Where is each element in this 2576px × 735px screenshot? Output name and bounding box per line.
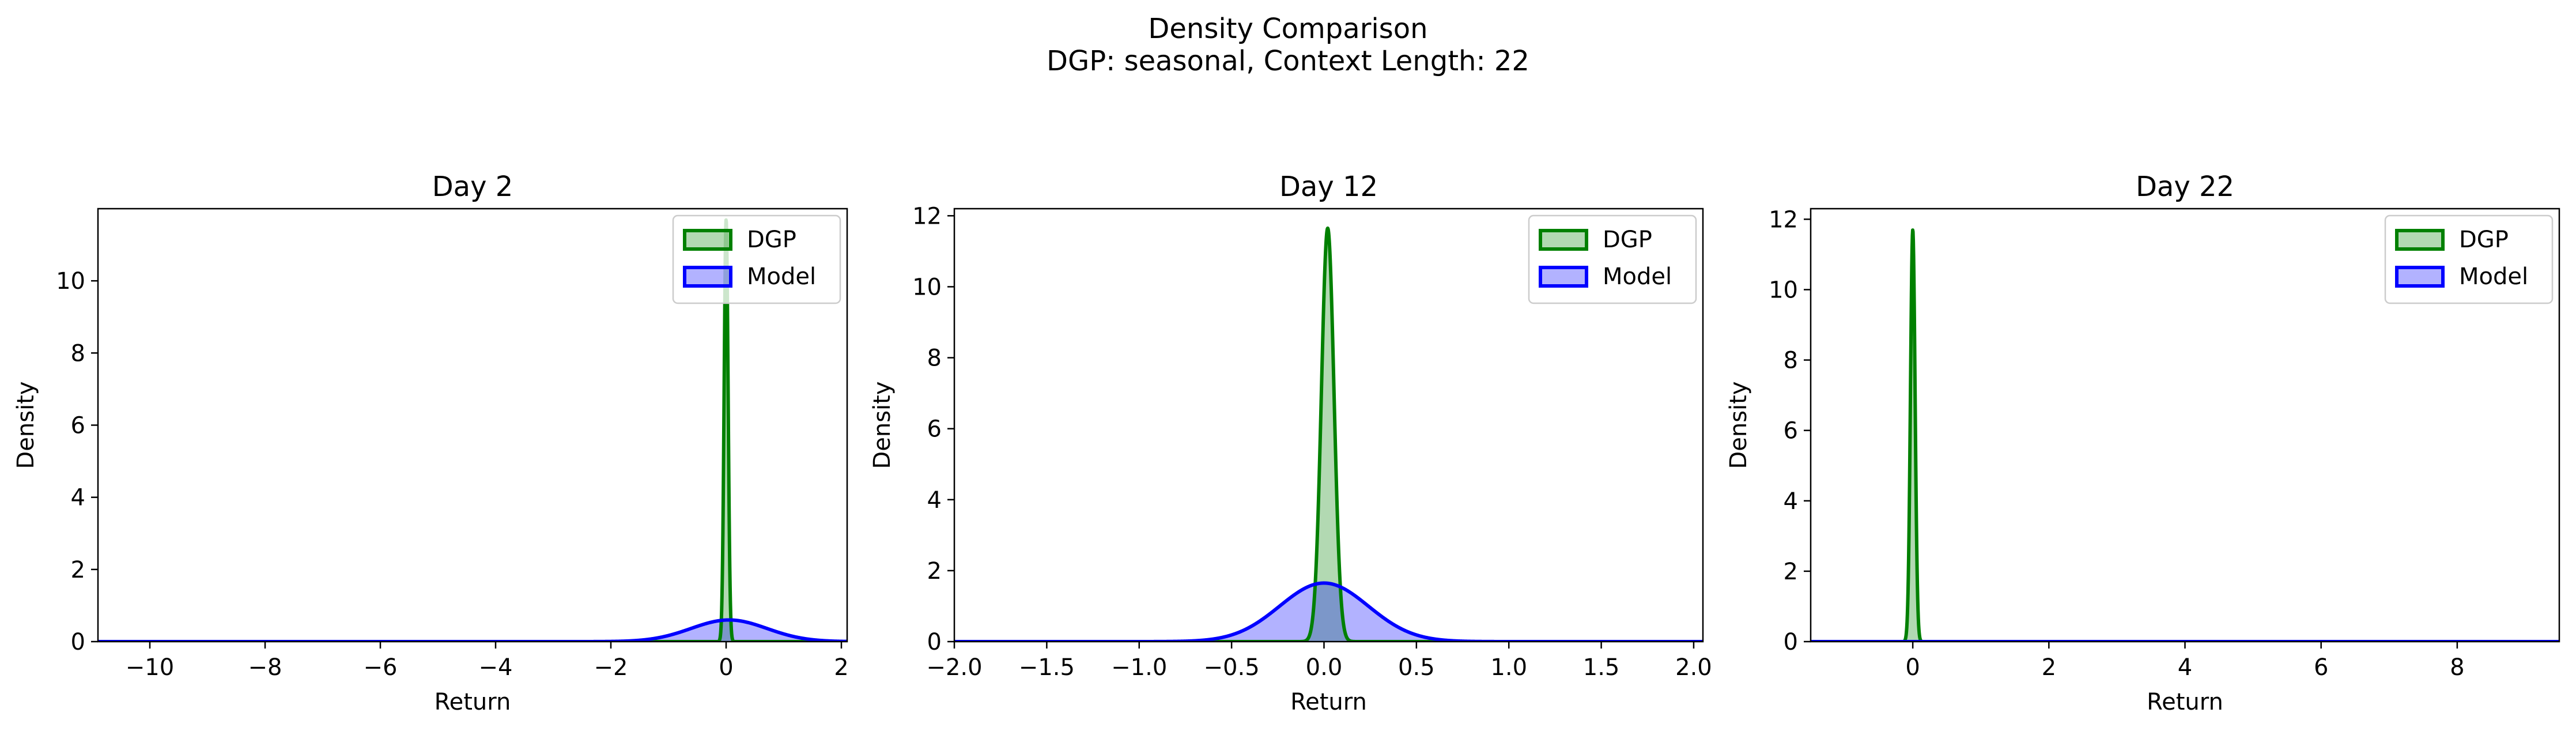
x-axis-label: Return [2147,689,2223,715]
x-tick-label: 2.0 [1675,654,1712,681]
y-tick-label: 2 [1784,559,1798,585]
x-tick-label: −4 [479,654,513,681]
x-tick-label: 0 [1905,654,1920,681]
plot-area [954,226,1703,642]
y-tick-label: 2 [927,558,942,585]
x-tick-label: 1.5 [1583,654,1620,681]
x-tick-label: −2 [594,654,628,681]
y-axis-label: Density [869,381,896,469]
x-tick-label: −0.5 [1204,654,1260,681]
legend-swatch-dgp [2395,229,2445,251]
plot-area [98,218,847,642]
legend-label-model: Model [747,263,816,290]
density-line-dgp [954,226,1703,642]
x-axis-label: Return [1290,689,1367,715]
y-tick-label: 6 [71,413,85,439]
x-tick-label: 0.0 [1306,654,1343,681]
x-tick-label: −6 [364,654,398,681]
figure-title: Density Comparison [1148,13,1428,45]
y-tick-label: 2 [71,557,85,583]
legend-box [1528,214,1697,304]
y-axis-label: Density [13,381,39,469]
figure-subtitle: DGP: seasonal, Context Length: 22 [1047,45,1529,77]
legend: DGP Model [672,214,841,304]
subplot-title: Day 2 [432,171,513,203]
y-tick-label: 12 [912,203,942,229]
legend-swatch-dgp [1539,229,1588,251]
y-tick-label: 0 [1784,629,1798,655]
x-tick-label: −1.5 [1019,654,1075,681]
y-tick-label: 10 [1769,277,1798,303]
y-tick-label: 8 [1784,348,1798,374]
legend-box [672,214,841,304]
legend-box [2384,214,2554,304]
legend-swatch-model [683,266,732,288]
density-fill-model [954,583,1703,642]
y-tick-label: 6 [927,416,942,443]
y-tick-label: 8 [71,340,85,367]
x-tick-label: 6 [2314,654,2328,681]
y-tick-label: 6 [1784,418,1798,444]
y-tick-label: 0 [71,629,85,655]
y-tick-label: 10 [912,274,942,300]
legend-label-dgp: DGP [2459,227,2509,253]
density-line-model [98,618,847,642]
x-tick-label: 2 [834,654,848,681]
subplot-title: Day 12 [1279,171,1378,203]
legend-label-model: Model [2459,263,2528,290]
x-tick-label: 0.5 [1398,654,1435,681]
x-tick-label: 4 [2178,654,2192,681]
y-axis-label: Density [1725,381,1752,469]
subplot-3: 0 2 4 6 8 0 2 4 6 8 10 12 Day 22 Return Density DGP Mode… [1725,171,2560,715]
y-tick-label: 4 [71,485,85,511]
y-tick-label: 0 [927,629,942,655]
legend: DGP Model [2384,214,2554,304]
x-tick-label: −1.0 [1111,654,1167,681]
density-fill-model [98,620,847,642]
legend-swatch-model [2395,266,2445,288]
legend-label-model: Model [1603,263,1672,290]
density-line-dgp [98,218,847,642]
x-tick-label: 1.0 [1490,654,1527,681]
legend-swatch-model [1539,266,1588,288]
legend: DGP Model [1528,214,1697,304]
legend-label-dgp: DGP [1603,227,1652,253]
density-fill-dgp [954,228,1703,642]
axes-frame [953,208,1704,643]
x-axis-label: Return [435,689,511,715]
legend-label-dgp: DGP [747,227,796,253]
y-tick-label: 4 [1784,488,1798,515]
y-tick-label: 10 [56,268,85,295]
x-tick-label: 2 [2042,654,2056,681]
x-tick-label: −10 [126,654,174,681]
x-tick-label: 0 [719,654,733,681]
x-tick-label: −2.0 [926,654,982,681]
y-tick-label: 12 [1769,206,1798,233]
y-tick-label: 4 [927,487,942,514]
y-tick-label: 8 [927,345,942,372]
x-tick-label: −8 [248,654,282,681]
subplot-2: −2.0 −1.5 −1.0 −0.5 0.0 0.5 1.0 1.5 2.0 0 2 4 6 8 10 12… [869,171,1712,715]
x-tick-label: 8 [2450,654,2464,681]
legend-swatch-dgp [683,229,732,251]
density-line-model [954,581,1703,642]
subplot-title: Day 22 [2136,171,2234,203]
subplot-1: −10 −8 −6 −4 −2 0 2 0 2 4 6 8 10 Day 2 Return Density DG… [13,171,849,715]
